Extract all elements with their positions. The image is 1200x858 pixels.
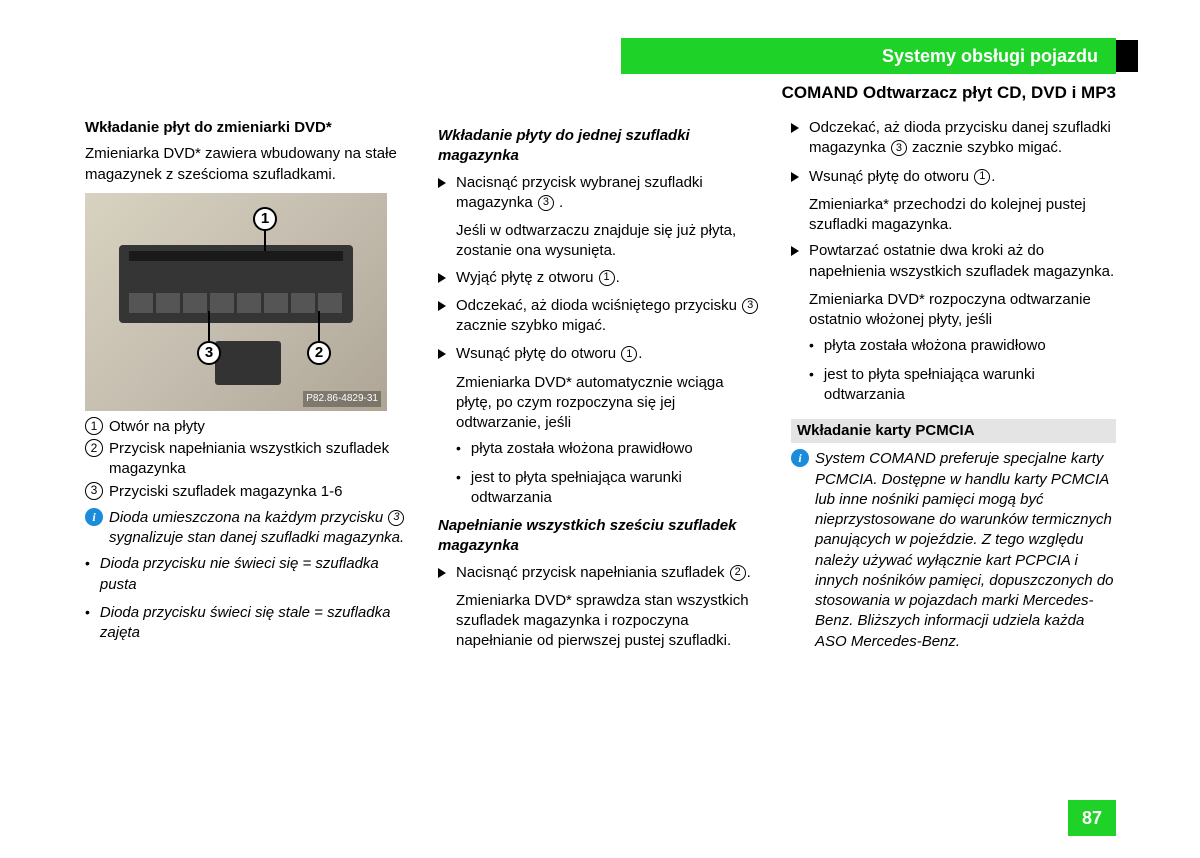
col2-heading-a: Wkładanie płyty do jednej szufladki maga… bbox=[438, 126, 763, 167]
header-tab-marker bbox=[1116, 40, 1138, 72]
triangle-icon bbox=[438, 301, 446, 311]
col2-heading-b: Napełnianie wszystkich sześciu szufladek… bbox=[438, 516, 763, 557]
dvd-changer-figure: 1 2 3 P82.86-4829-31 bbox=[85, 193, 387, 411]
triangle-icon bbox=[438, 273, 446, 283]
legend-row: 3 Przyciski szufladek magazynka 1-6 bbox=[85, 482, 410, 502]
triangle-icon bbox=[791, 172, 799, 182]
info-icon: i bbox=[85, 508, 103, 526]
legend-number: 1 bbox=[85, 417, 103, 435]
info-note: i System COMAND preferuje specjalne kart… bbox=[791, 449, 1116, 652]
step-follow: Zmieniarka DVD* rozpoczyna odtwarzanie o… bbox=[809, 290, 1116, 331]
step-text: Odczekać, aż dioda przycisku danej szufl… bbox=[809, 118, 1116, 159]
info-text: Dioda umieszczona na każdym przycisku 3 … bbox=[109, 508, 410, 549]
triangle-icon bbox=[438, 568, 446, 578]
page-number: 87 bbox=[1068, 800, 1116, 836]
triangle-icon bbox=[438, 178, 446, 188]
bullet-icon: • bbox=[456, 439, 461, 458]
figure-callout-2: 2 bbox=[307, 341, 331, 365]
bullet-icon: • bbox=[85, 554, 90, 573]
step-text: Odczekać, aż dioda wciśniętego przycisku… bbox=[456, 296, 763, 337]
step-item: Nacisnąć przycisk wybranej szufladki mag… bbox=[438, 173, 763, 214]
bullet-icon: • bbox=[809, 336, 814, 355]
step-text: Powtarzać ostatnie dwa kroki aż do napeł… bbox=[809, 241, 1116, 282]
info-note: i Dioda umieszczona na każdym przycisku … bbox=[85, 508, 410, 549]
col1-heading: Wkładanie płyt do zmieniarki DVD* bbox=[85, 118, 410, 138]
sub-bullet: • płyta została włożona prawidłowo bbox=[456, 439, 763, 459]
step-item: Wyjąć płytę z otworu 1. bbox=[438, 268, 763, 288]
col1-intro: Zmieniarka DVD* zawiera wbudowany na sta… bbox=[85, 144, 410, 185]
legend-text: Otwór na płyty bbox=[109, 417, 205, 437]
sub-bullet-list: • płyta została włożona prawidłowo • jes… bbox=[809, 336, 1116, 405]
bullet-icon: • bbox=[85, 603, 90, 622]
step-item: Odczekać, aż dioda przycisku danej szufl… bbox=[791, 118, 1116, 159]
legend-number: 2 bbox=[85, 439, 103, 457]
pcmcia-heading: Wkładanie karty PCMCIA bbox=[791, 419, 1116, 443]
sub-text: płyta została włożona prawidłowo bbox=[471, 439, 763, 459]
step-item: Nacisnąć przycisk napełniania szufladek … bbox=[438, 563, 763, 583]
legend-text: Przycisk napełniania wszystkich szuflade… bbox=[109, 439, 410, 480]
step-text: Wsunąć płytę do otworu 1. bbox=[456, 344, 763, 364]
step-follow: Jeśli w odtwarzaczu znajduje się już pły… bbox=[456, 221, 763, 262]
step-text: Wsunąć płytę do otworu 1. bbox=[809, 167, 1116, 187]
header-subtitle: COMAND Odtwarzacz płyt CD, DVD i MP3 bbox=[782, 82, 1116, 105]
figure-legend: 1 Otwór na płyty 2 Przycisk napełniania … bbox=[85, 417, 410, 502]
legend-text: Przyciski szufladek magazynka 1-6 bbox=[109, 482, 342, 502]
bullet-icon: • bbox=[456, 468, 461, 487]
state-text: Dioda przycisku świeci się stale = szufl… bbox=[100, 603, 410, 644]
state-text: Dioda przycisku nie świeci się = szuflad… bbox=[100, 554, 410, 595]
legend-number: 3 bbox=[85, 482, 103, 500]
state-list: • Dioda przycisku nie świeci się = szufl… bbox=[85, 554, 410, 643]
triangle-icon bbox=[791, 123, 799, 133]
step-follow: Zmieniarka DVD* sprawdza stan wszystkich… bbox=[456, 591, 763, 652]
step-text: Nacisnąć przycisk wybranej szufladki mag… bbox=[456, 173, 763, 214]
state-item: • Dioda przycisku nie świeci się = szufl… bbox=[85, 554, 410, 595]
sub-bullet: • jest to płyta spełniająca warunki odtw… bbox=[809, 365, 1116, 406]
info-text: System COMAND preferuje specjalne karty … bbox=[815, 449, 1116, 652]
header-title: Systemy obsługi pojazdu bbox=[621, 38, 1116, 74]
sub-text: jest to płyta spełniająca warunki odtwar… bbox=[471, 468, 763, 509]
step-text: Nacisnąć przycisk napełniania szufladek … bbox=[456, 563, 763, 583]
column-3: Odczekać, aż dioda przycisku danej szufl… bbox=[791, 118, 1116, 658]
step-item: Odczekać, aż dioda wciśniętego przycisku… bbox=[438, 296, 763, 337]
sub-bullet-list: • płyta została włożona prawidłowo • jes… bbox=[456, 439, 763, 508]
state-item: • Dioda przycisku świeci się stale = szu… bbox=[85, 603, 410, 644]
column-1: Wkładanie płyt do zmieniarki DVD* Zmieni… bbox=[85, 118, 410, 658]
figure-panel-lower bbox=[215, 341, 281, 385]
page-header: Systemy obsługi pojazdu bbox=[621, 38, 1138, 74]
step-item: Wsunąć płytę do otworu 1. bbox=[438, 344, 763, 364]
figure-callout-3: 3 bbox=[197, 341, 221, 365]
step-follow: Zmieniarka DVD* automatycznie wciąga pły… bbox=[456, 373, 763, 434]
bullet-icon: • bbox=[809, 365, 814, 384]
triangle-icon bbox=[791, 246, 799, 256]
column-2: Wkładanie płyty do jednej szufladki maga… bbox=[438, 118, 763, 658]
step-text: Wyjąć płytę z otworu 1. bbox=[456, 268, 763, 288]
sub-bullet: • płyta została włożona prawidłowo bbox=[809, 336, 1116, 356]
legend-row: 2 Przycisk napełniania wszystkich szufla… bbox=[85, 439, 410, 480]
triangle-icon bbox=[438, 349, 446, 359]
content-area: Wkładanie płyt do zmieniarki DVD* Zmieni… bbox=[85, 118, 1116, 658]
figure-line-3 bbox=[208, 311, 210, 343]
legend-row: 1 Otwór na płyty bbox=[85, 417, 410, 437]
step-follow: Zmieniarka* przechodzi do kolejnej puste… bbox=[809, 195, 1116, 236]
step-item: Powtarzać ostatnie dwa kroki aż do napeł… bbox=[791, 241, 1116, 282]
info-icon: i bbox=[791, 449, 809, 467]
sub-bullet: • jest to płyta spełniająca warunki odtw… bbox=[456, 468, 763, 509]
sub-text: jest to płyta spełniająca warunki odtwar… bbox=[824, 365, 1116, 406]
figure-label: P82.86-4829-31 bbox=[303, 391, 381, 407]
figure-line-1 bbox=[264, 231, 266, 251]
step-item: Wsunąć płytę do otworu 1. bbox=[791, 167, 1116, 187]
sub-text: płyta została włożona prawidłowo bbox=[824, 336, 1116, 356]
figure-callout-1: 1 bbox=[253, 207, 277, 231]
figure-line-2 bbox=[318, 311, 320, 343]
